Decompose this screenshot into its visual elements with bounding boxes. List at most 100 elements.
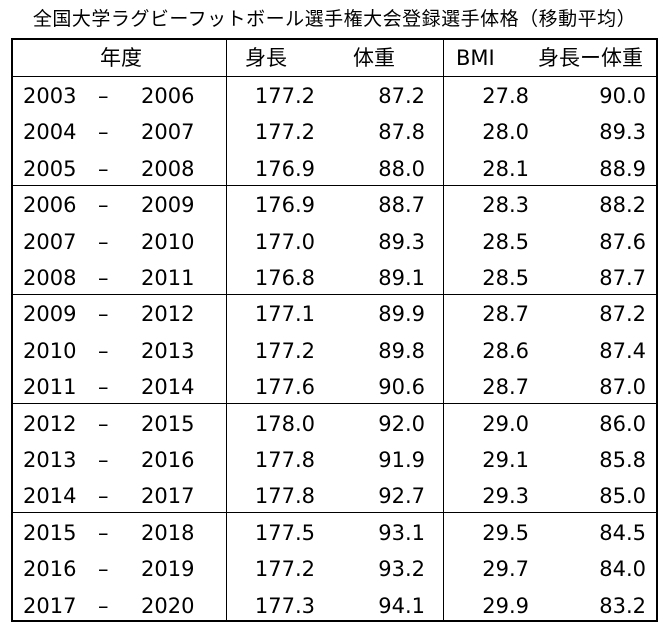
cell-height: 177.5 (254, 520, 315, 545)
cell-height: 177.2 (254, 120, 315, 145)
cell-separator: – (98, 156, 109, 181)
table-row: 2006– 2009 176.9 88.7 28.3 88.2 (13, 187, 656, 223)
cell-bmi: 28.1 (482, 156, 529, 181)
group-divider (13, 185, 656, 186)
cell-separator: – (98, 229, 109, 254)
cell-separator: – (98, 593, 109, 618)
cell-separator: – (98, 302, 109, 327)
cell-height: 178.0 (254, 411, 315, 436)
cell-year-to: 2015 (141, 411, 195, 436)
table-row: 2012– 2015 178.0 92.0 29.0 86.0 (13, 406, 656, 442)
cell-separator: – (98, 557, 109, 582)
cell-weight: 90.6 (378, 375, 425, 400)
cell-height-minus-weight: 87.2 (599, 302, 646, 327)
cell-bmi: 27.8 (482, 84, 529, 108)
table-row: 2013– 2016 177.8 91.9 29.1 85.8 (13, 442, 656, 478)
group-divider (13, 512, 656, 513)
cell-height-minus-weight: 89.3 (599, 120, 646, 145)
cell-height-minus-weight: 85.0 (599, 484, 646, 509)
cell-height: 177.2 (254, 84, 315, 108)
cell-year-from: 2006 (23, 193, 77, 218)
table-row: 2015– 2018 177.5 93.1 29.5 84.5 (13, 515, 656, 551)
cell-separator: – (98, 338, 109, 363)
cell-year-from: 2003 (23, 84, 77, 108)
cell-year-from: 2007 (23, 229, 77, 254)
cell-year-from: 2011 (23, 375, 77, 400)
cell-year-to: 2013 (141, 338, 195, 363)
cell-weight: 87.2 (378, 84, 425, 108)
table-row: 2011– 2014 177.6 90.6 28.7 87.0 (13, 369, 656, 405)
cell-height-minus-weight: 85.8 (599, 448, 646, 472)
header-height: 身長 (245, 46, 287, 70)
cell-weight: 92.7 (378, 484, 425, 509)
cell-year-to: 2020 (141, 593, 195, 618)
cell-height-minus-weight: 86.0 (599, 411, 646, 436)
cell-separator: – (98, 411, 109, 436)
cell-bmi: 29.3 (482, 484, 529, 509)
cell-year-to: 2006 (141, 84, 195, 108)
cell-year-to: 2016 (141, 448, 195, 472)
header-bmi: BMI (456, 46, 495, 70)
cell-bmi: 28.5 (482, 266, 529, 290)
page-title: 全国大学ラグビーフットボール選手権大会登録選手体格（移動平均） (32, 8, 637, 30)
cell-year-from: 2017 (23, 593, 77, 618)
cell-weight: 93.1 (378, 520, 425, 545)
cell-bmi: 28.7 (482, 375, 529, 400)
cell-bmi: 28.6 (482, 338, 529, 363)
cell-separator: – (98, 520, 109, 545)
cell-year-to: 2007 (141, 120, 195, 145)
cell-weight: 91.9 (378, 448, 425, 472)
table-row: 2007– 2010 177.0 89.3 28.5 87.6 (13, 224, 656, 260)
cell-separator: – (98, 120, 109, 145)
table-row: 2010– 2013 177.2 89.8 28.6 87.4 (13, 333, 656, 369)
cell-height-minus-weight: 84.0 (599, 557, 646, 582)
cell-height: 176.8 (254, 266, 315, 290)
cell-separator: – (98, 84, 109, 108)
cell-height: 177.0 (254, 229, 315, 254)
table-row: 2009– 2012 177.1 89.9 28.7 87.2 (13, 296, 656, 332)
cell-height-minus-weight: 84.5 (599, 520, 646, 545)
cell-weight: 89.1 (378, 266, 425, 290)
cell-year-to: 2019 (141, 557, 195, 582)
cell-weight: 92.0 (378, 411, 425, 436)
cell-year-to: 2012 (141, 302, 195, 327)
cell-bmi: 28.0 (482, 120, 529, 145)
cell-year-from: 2013 (23, 448, 77, 472)
cell-height: 177.6 (254, 375, 315, 400)
cell-height-minus-weight: 83.2 (599, 593, 646, 618)
table-row: 2016– 2019 177.2 93.2 29.7 84.0 (13, 551, 656, 587)
table-row: 2003– 2006 177.2 87.2 27.8 90.0 (13, 78, 656, 114)
cell-year-from: 2012 (23, 411, 77, 436)
cell-year-from: 2004 (23, 120, 77, 145)
cell-height: 176.9 (254, 156, 315, 181)
table-row: 2014– 2017 177.8 92.7 29.3 85.0 (13, 478, 656, 514)
cell-height-minus-weight: 87.6 (599, 229, 646, 254)
cell-year-from: 2008 (23, 266, 77, 290)
cell-weight: 93.2 (378, 557, 425, 582)
cell-weight: 89.8 (378, 338, 425, 363)
cell-year-from: 2016 (23, 557, 77, 582)
cell-separator: – (98, 375, 109, 400)
group-divider (13, 294, 656, 295)
cell-bmi: 29.1 (482, 448, 529, 472)
cell-year-from: 2010 (23, 338, 77, 363)
header-divider (13, 76, 656, 77)
cell-height: 177.3 (254, 593, 315, 618)
cell-separator: – (98, 484, 109, 509)
cell-year-from: 2014 (23, 484, 77, 509)
table-row: 2005– 2008 176.9 88.0 28.1 88.9 (13, 151, 656, 187)
table-row: 2008– 2011 176.8 89.1 28.5 87.7 (13, 260, 656, 296)
cell-height-minus-weight: 87.4 (599, 338, 646, 363)
table-row: 2017– 2020 177.3 94.1 29.9 83.2 (13, 588, 656, 624)
cell-bmi: 28.5 (482, 229, 529, 254)
cell-bmi: 29.0 (482, 411, 529, 436)
cell-height-minus-weight: 87.7 (599, 266, 646, 290)
cell-bmi: 28.3 (482, 193, 529, 218)
cell-weight: 87.8 (378, 120, 425, 145)
cell-bmi: 29.5 (482, 520, 529, 545)
cell-year-from: 2005 (23, 156, 77, 181)
cell-separator: – (98, 193, 109, 218)
cell-year-to: 2008 (141, 156, 195, 181)
cell-year-to: 2017 (141, 484, 195, 509)
cell-weight: 94.1 (378, 593, 425, 618)
